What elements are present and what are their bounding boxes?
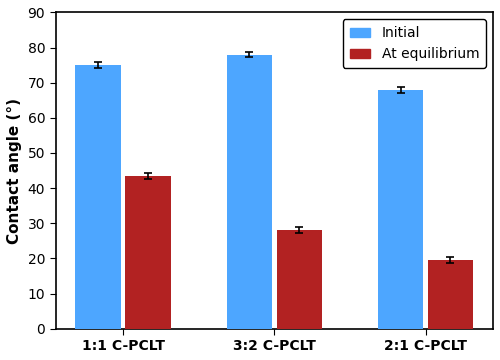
Bar: [76, 65, 121, 329]
Bar: [428, 260, 473, 329]
Bar: [226, 55, 272, 329]
Bar: [378, 90, 424, 329]
Bar: [276, 230, 322, 329]
Bar: [126, 176, 170, 329]
Y-axis label: Contact angle (°): Contact angle (°): [7, 98, 22, 244]
Legend: Initial, At equilibrium: Initial, At equilibrium: [342, 19, 486, 68]
